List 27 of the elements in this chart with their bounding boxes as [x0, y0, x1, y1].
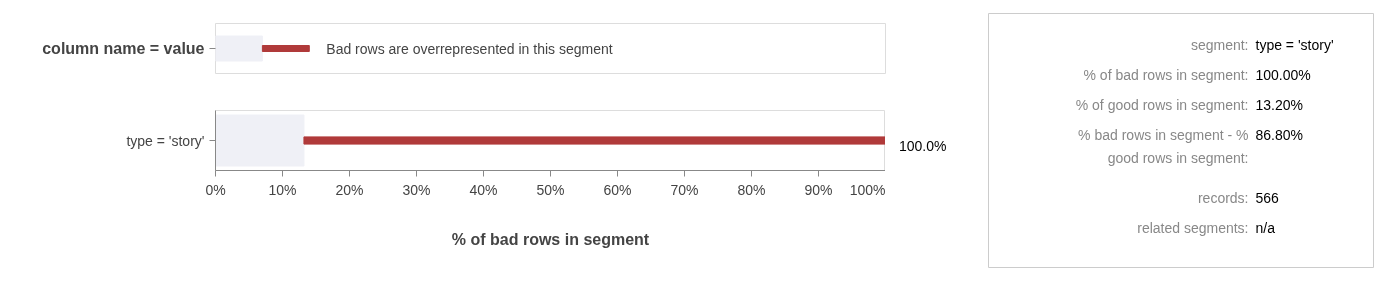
x-tick-label: 30% — [402, 181, 431, 198]
text: n/a — [1255, 219, 1276, 236]
x-tick-label: 40% — [469, 181, 498, 198]
x-tick-label: 10% — [268, 181, 297, 198]
text: related segments: — [1137, 219, 1249, 236]
x-tick-label: 70% — [670, 181, 699, 198]
data-label: 100.0% — [899, 137, 947, 156]
x-tick-label: 90% — [804, 181, 833, 198]
x-tick-label: 50% — [536, 181, 565, 198]
text: records: — [1197, 189, 1249, 206]
text: 100.00% — [1255, 66, 1311, 83]
x-tick-label: 60% — [603, 181, 632, 198]
text: segment: — [1190, 36, 1249, 53]
x-tick-label: 100% — [849, 181, 886, 198]
x-axis-title: % of bad rows in segment — [451, 230, 650, 248]
text: 13.20% — [1255, 96, 1303, 113]
text: type = 'story' — [1255, 36, 1334, 53]
text: 566 — [1255, 189, 1280, 206]
text: % bad rows in segment - % good rows in segment: — [1078, 126, 1249, 166]
x-tick-label: 80% — [737, 181, 766, 198]
x-tick-label: 0% — [205, 181, 226, 198]
text: 86.80% — [1255, 126, 1303, 143]
text: % of bad rows in segment: — [1083, 66, 1249, 83]
text: % of good rows in segment: — [1075, 96, 1249, 113]
x-tick-label: 20% — [335, 181, 364, 198]
y-tick-label: column name = value — [42, 40, 205, 57]
annotation: Bad rows are overrepresented in this segment — [326, 40, 613, 57]
